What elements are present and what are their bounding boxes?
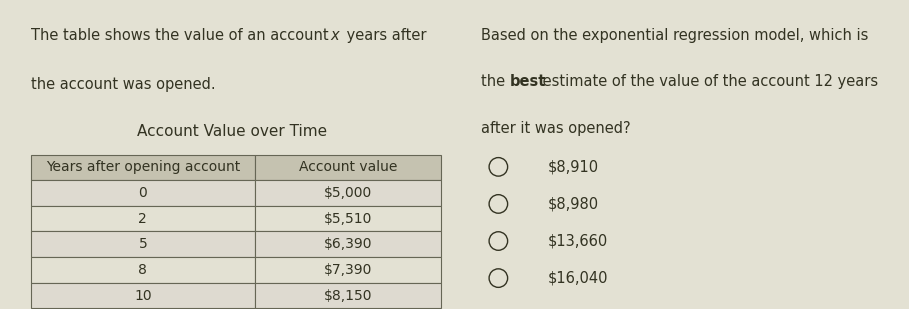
Text: the: the: [481, 74, 510, 89]
Text: best: best: [510, 74, 546, 89]
Text: $8,910: $8,910: [548, 159, 599, 174]
Text: Based on the exponential regression model, which is: Based on the exponential regression mode…: [481, 28, 868, 43]
Text: Account value: Account value: [299, 160, 397, 174]
Text: $5,510: $5,510: [324, 212, 372, 226]
FancyBboxPatch shape: [255, 180, 441, 206]
Text: 0: 0: [138, 186, 147, 200]
Text: years after: years after: [342, 28, 426, 43]
FancyBboxPatch shape: [255, 283, 441, 308]
Text: Years after opening account: Years after opening account: [45, 160, 240, 174]
Text: 10: 10: [134, 289, 152, 303]
Text: the account was opened.: the account was opened.: [31, 77, 215, 92]
FancyBboxPatch shape: [255, 257, 441, 283]
Text: $7,390: $7,390: [324, 263, 372, 277]
FancyBboxPatch shape: [31, 231, 255, 257]
FancyBboxPatch shape: [255, 231, 441, 257]
Text: 5: 5: [138, 237, 147, 251]
Text: $8,980: $8,980: [548, 197, 599, 211]
Text: $5,000: $5,000: [324, 186, 372, 200]
Text: The table shows the value of an account: The table shows the value of an account: [31, 28, 334, 43]
Text: 8: 8: [138, 263, 147, 277]
FancyBboxPatch shape: [31, 206, 255, 231]
FancyBboxPatch shape: [31, 283, 255, 308]
Text: $8,150: $8,150: [324, 289, 372, 303]
Text: $13,660: $13,660: [548, 234, 608, 248]
FancyBboxPatch shape: [31, 257, 255, 283]
Text: after it was opened?: after it was opened?: [481, 121, 631, 136]
FancyBboxPatch shape: [31, 154, 255, 180]
Text: estimate of the value of the account 12 years: estimate of the value of the account 12 …: [538, 74, 878, 89]
FancyBboxPatch shape: [255, 206, 441, 231]
FancyBboxPatch shape: [31, 180, 255, 206]
Text: Account Value over Time: Account Value over Time: [136, 124, 327, 139]
Text: x: x: [331, 28, 339, 43]
Text: $6,390: $6,390: [324, 237, 372, 251]
Text: $16,040: $16,040: [548, 271, 608, 286]
Text: 2: 2: [138, 212, 147, 226]
FancyBboxPatch shape: [255, 154, 441, 180]
